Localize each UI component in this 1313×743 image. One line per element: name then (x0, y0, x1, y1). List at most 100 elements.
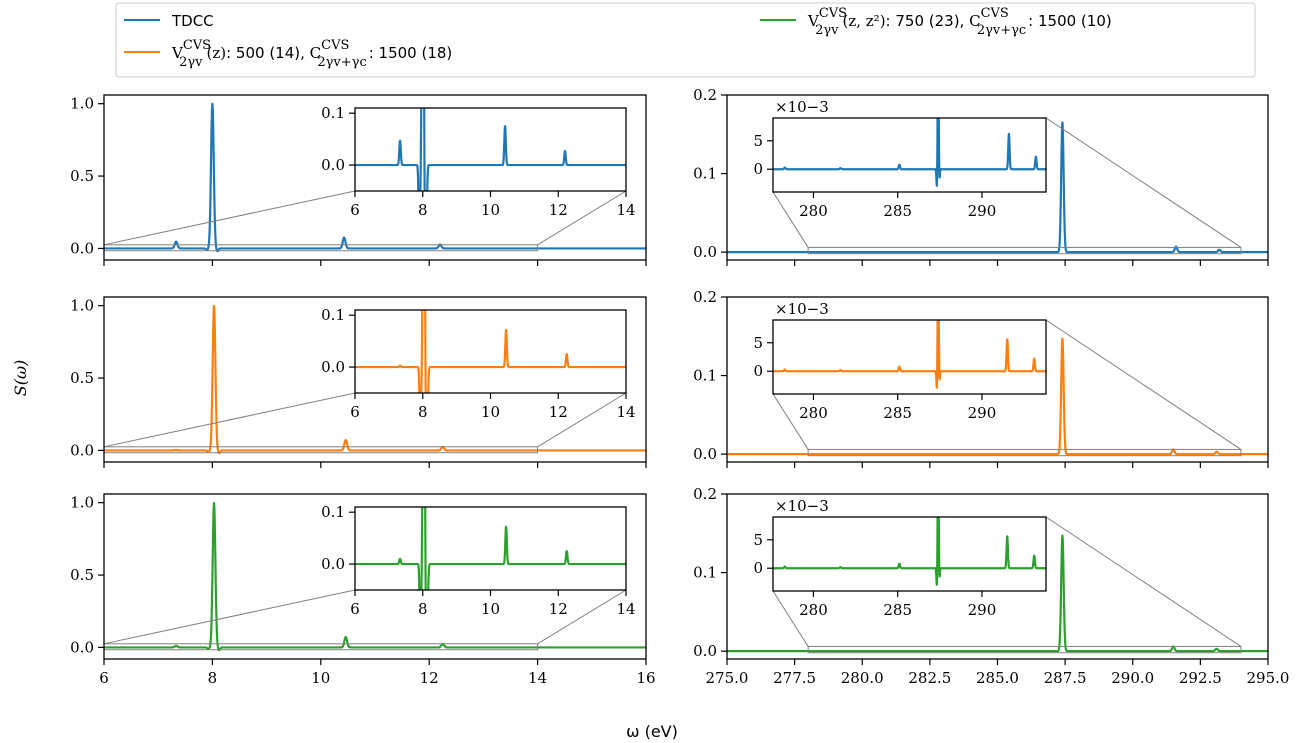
right-inset-2-xtick-label-2: 290 (968, 404, 997, 422)
left-inset-1-xtick-label-1: 8 (418, 201, 428, 219)
right-panel-row-1: 280 285 290 0 5 ×10−3 0.0 0.1 0.2 (693, 86, 1269, 266)
y-axis-title: S(ω) (11, 360, 30, 397)
right-3-ytick-label-1: 0.1 (693, 564, 717, 582)
right-3-xtick-label-7: 292.5 (1179, 669, 1222, 687)
left-3-xtick-label-1: 8 (208, 669, 218, 687)
left-inset-2-xtick-label-1: 8 (418, 403, 428, 421)
left-zoom-connector-a-1 (103, 190, 356, 246)
left-inset-1-ytick-label-1: 0.1 (321, 104, 345, 122)
left-series-line-2 (104, 304, 646, 455)
right-inset-bg-1 (773, 118, 1046, 192)
right-inset-offset-label-1: ×10−3 (775, 98, 829, 116)
left-axes-frame-3 (103, 493, 647, 660)
legend-label-tdcc: TDCC (171, 12, 214, 30)
right-panel-row-3: 280 285 290 0 5 ×10−3 275.0 277.5 280.0 282.5 285.… (693, 485, 1289, 687)
right-zoom-connector-b-2 (1045, 319, 1242, 450)
left-inset-series-line-1 (355, 108, 626, 191)
left-inset-2-xtick-label-4: 14 (616, 403, 635, 421)
right-inset-frame-2 (772, 319, 1047, 395)
right-inset-frame-3 (772, 516, 1047, 592)
left-inset-bg-2 (355, 310, 626, 393)
legend-label-vzz2: VCVS 2γv(z, z²): 750 (23), CCVS 2γv+γc: 15… (807, 6, 1112, 38)
left-1-ytick-label-2: 1.0 (70, 95, 94, 113)
right-zoom-connector-a-1 (772, 191, 809, 248)
right-inset-bg-2 (773, 320, 1046, 394)
right-3-xtick-label-1: 277.5 (773, 669, 816, 687)
right-1-ytick-label-1: 0.1 (693, 165, 717, 183)
legend-vzz2-c: C (969, 12, 980, 30)
right-inset-3-ytick-label-0: 0 (753, 559, 763, 577)
right-zoom-connector-a-3 (772, 590, 809, 647)
right-inset-offset-label-2: ×10−3 (775, 300, 829, 318)
right-3-xtick-label-3: 282.5 (908, 669, 951, 687)
left-inset-1-xtick-label-4: 14 (616, 201, 635, 219)
right-series-line-3 (727, 534, 1268, 653)
right-3-ytick-label-0: 0.0 (693, 642, 717, 660)
left-inset-2-ytick-label-1: 0.1 (321, 306, 345, 324)
right-series-line-2 (727, 337, 1268, 456)
left-inset-1-xtick-label-2: 10 (481, 201, 500, 219)
legend-vzz2-v: V (807, 12, 820, 30)
right-2-ytick-label-0: 0.0 (693, 445, 717, 463)
legend-vzz2-text: : 750 (23), (886, 12, 970, 30)
left-zoom-connector-a-2 (103, 392, 356, 448)
left-series-line-3 (104, 501, 646, 652)
left-inset-1-xtick-label-3: 12 (549, 201, 568, 219)
right-3-xtick-label-5: 287.5 (1044, 669, 1087, 687)
right-3-ytick-label-2: 0.2 (693, 485, 717, 503)
legend-vzz2-csub: 2γv+γc (977, 23, 1026, 38)
left-inset-3-xtick-label-2: 10 (481, 600, 500, 618)
right-inset-3-xtick-label-2: 290 (968, 601, 997, 619)
left-inset-bg-3 (355, 507, 626, 590)
right-1-ytick-label-0: 0.0 (693, 243, 717, 261)
left-2-ytick-label-1: 0.5 (70, 369, 94, 387)
left-2-ytick-label-2: 1.0 (70, 297, 94, 315)
left-3-ytick-label-1: 0.5 (70, 566, 94, 584)
left-zoom-connector-b-3 (537, 589, 627, 645)
right-inset-bg-3 (773, 517, 1046, 591)
left-inset-series-line-3 (355, 507, 626, 590)
left-inset-2-xtick-label-0: 6 (350, 403, 360, 421)
left-zoom-connector-b-1 (537, 190, 627, 246)
legend-vzz2-sub: 2γv (815, 23, 839, 38)
right-inset-2-ytick-label-0: 0 (753, 362, 763, 380)
right-inset-1-ytick-label-1: 5 (753, 132, 763, 150)
legend-frame (115, 2, 1256, 78)
right-3-xtick-label-6: 290.0 (1111, 669, 1154, 687)
left-inset-1-xtick-label-0: 6 (350, 201, 360, 219)
right-2-ytick-label-1: 0.1 (693, 367, 717, 385)
right-3-xtick-label-0: 275.0 (706, 669, 749, 687)
right-inset-series-line-1 (773, 118, 1046, 187)
left-series-line-1 (104, 102, 646, 253)
left-inset-1-ytick-label-0: 0.0 (321, 156, 345, 174)
right-zoom-connector-a-2 (772, 393, 809, 450)
right-zoom-box-1 (807, 246, 1242, 255)
left-inset-series-line-2 (355, 310, 626, 393)
left-panel-row-3: 6 8 10 12 14 0.0 0.1 6 8 10 12 14 16 0.0 0.5 1.0 (70, 493, 656, 687)
right-inset-3-ytick-label-1: 5 (753, 531, 763, 549)
legend-vz-sup: CVS (183, 38, 211, 53)
left-axes-frame-1 (103, 94, 647, 261)
left-inset-bg-1 (355, 108, 626, 191)
right-zoom-box-3 (807, 645, 1242, 654)
left-inset-2-xtick-label-3: 12 (549, 403, 568, 421)
right-inset-series-line-2 (773, 320, 1046, 389)
left-inset-2-xtick-label-2: 10 (481, 403, 500, 421)
right-inset-3-xtick-label-1: 285 (883, 601, 912, 619)
right-inset-3-xtick-label-0: 280 (799, 601, 828, 619)
left-inset-3-xtick-label-1: 8 (418, 600, 428, 618)
legend-vzz2-sup: CVS (819, 6, 847, 21)
left-1-ytick-label-0: 0.0 (70, 239, 94, 257)
legend-vzz2-ctext: : 1500 (10) (1028, 12, 1112, 30)
right-inset-2-ytick-label-1: 5 (753, 334, 763, 352)
right-inset-1-xtick-label-0: 280 (799, 202, 828, 220)
left-inset-3-ytick-label-0: 0.0 (321, 555, 345, 573)
left-inset-3-ytick-label-1: 0.1 (321, 503, 345, 521)
right-inset-2-xtick-label-0: 280 (799, 404, 828, 422)
left-inset-3-xtick-label-3: 12 (549, 600, 568, 618)
legend-vz-v: V (171, 44, 184, 62)
right-inset-1-xtick-label-1: 285 (883, 202, 912, 220)
x-axis-title: ω (eV) (626, 722, 678, 741)
legend-vzz2-csup: CVS (981, 6, 1009, 21)
